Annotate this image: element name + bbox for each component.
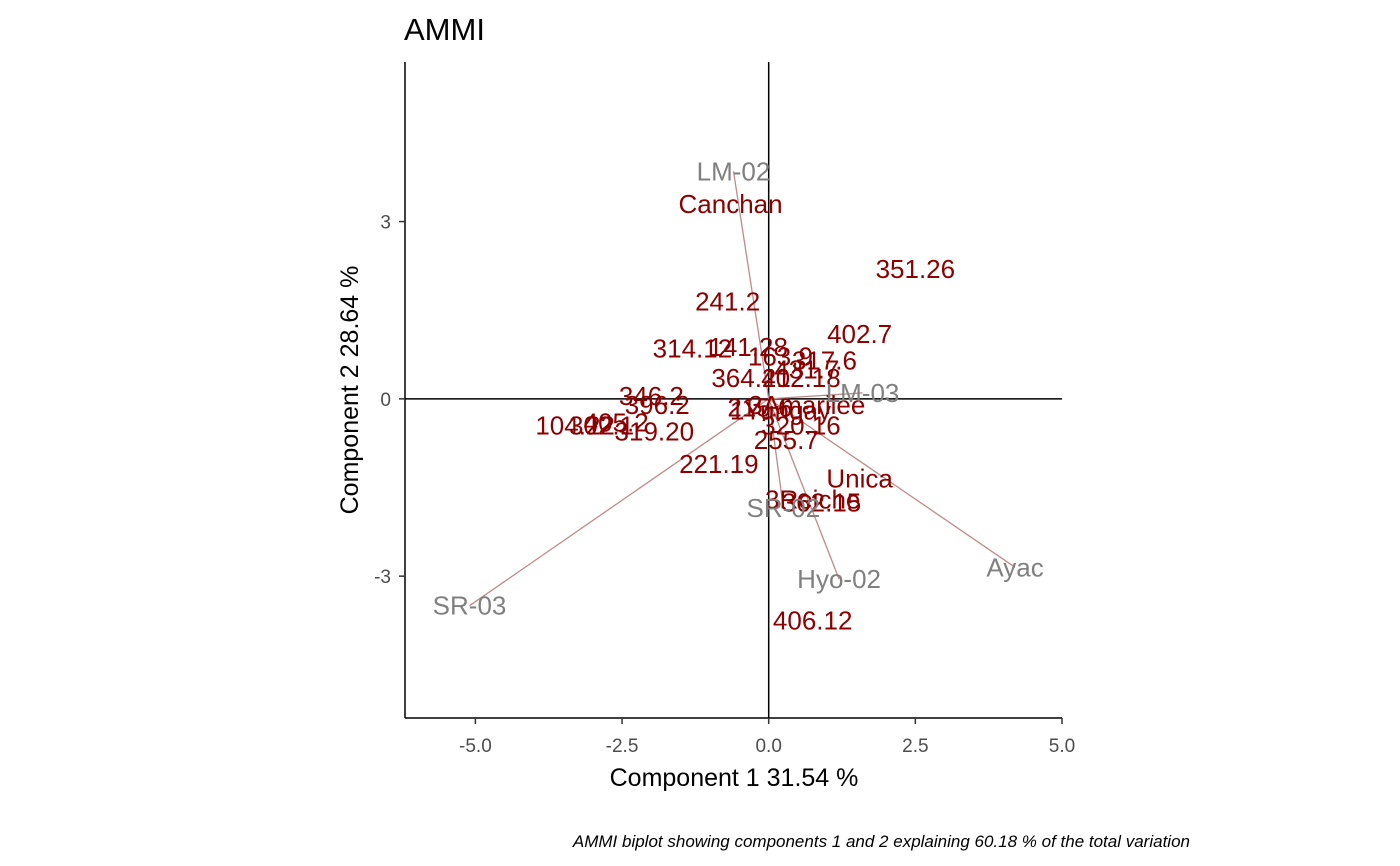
- genotype-label: 302.1: [569, 410, 634, 440]
- environment-vector: [768, 398, 785, 509]
- genotype-label: 317.6: [792, 345, 857, 375]
- genotype-label: 405.2: [584, 408, 649, 438]
- environment-labels: LM-02 LM-03 SR-02 Ayac Hyo-02 SR-03: [433, 156, 1044, 620]
- genotype-label: 215.6: [727, 393, 792, 423]
- x-axis-title: Component 1 31.54 %: [610, 764, 859, 792]
- y-tick-label: -3: [374, 567, 391, 588]
- environment-label: SR-03: [433, 591, 507, 621]
- x-tick-label: 2.5: [902, 736, 928, 757]
- environment-label: LM-02: [697, 156, 771, 186]
- genotype-label: 351.26: [876, 254, 956, 284]
- chart-caption: AMMI biplot showing components 1 and 2 e…: [572, 832, 1190, 851]
- genotype-label: 406.12: [773, 605, 853, 635]
- genotype-label: 402.18: [761, 363, 841, 393]
- genotype-label: 319.20: [615, 416, 695, 446]
- environment-vector: [469, 398, 770, 607]
- genotype-label: 221.19: [679, 449, 759, 479]
- genotype-label: 362.15: [782, 487, 862, 517]
- x-tick-label: 0.0: [755, 736, 781, 757]
- genotype-label: 141.28: [708, 332, 788, 362]
- environment-vector: [768, 398, 1016, 568]
- environment-vector: [768, 398, 840, 580]
- genotype-label: 320.16: [761, 410, 841, 440]
- environment-vectors: [469, 171, 1016, 607]
- genotype-label: 163.9: [748, 341, 813, 371]
- genotype-label: 241.2: [695, 286, 760, 316]
- genotype-label: 3Amarilee: [748, 390, 865, 420]
- x-tick-label: -2.5: [606, 736, 639, 757]
- plot-panel: Canchan 351.26 241.2 402.7 314.12141.28163.9…: [404, 62, 1062, 719]
- genotype-label: 431.7: [774, 354, 839, 384]
- genotype-label: 364.21: [711, 363, 791, 393]
- genotype-labels: Canchan 351.26 241.2 402.7 314.12141.28163.9…: [535, 189, 955, 636]
- environment-label: Ayac: [986, 552, 1043, 582]
- x-tick-label: 5.0: [1049, 736, 1075, 757]
- x-axis-ticks: -5.0 -2.5 0.0 2.5 5.0: [459, 718, 1075, 757]
- environment-label: Hyo-02: [797, 564, 881, 594]
- x-tick-label: -5.0: [459, 736, 492, 757]
- genotype-label: 346.2: [619, 381, 684, 411]
- environment-label: LM-03: [826, 378, 900, 408]
- environment-vector: [732, 171, 770, 399]
- chart-title: AMMI: [404, 12, 485, 47]
- y-axis-title: Component 2 28.64 %: [336, 266, 364, 515]
- genotype-label: Canchan: [679, 189, 783, 219]
- y-tick-label: 0: [380, 390, 391, 411]
- genotype-label: Unica: [826, 464, 893, 494]
- genotype-label: 255.7: [754, 425, 819, 455]
- genotype-label: 402.7: [827, 319, 892, 349]
- environment-vector: [768, 392, 863, 400]
- y-tick-label: 3: [380, 213, 391, 234]
- genotype-label: 396.2: [625, 390, 690, 420]
- genotype-label: 104.22: [535, 410, 615, 440]
- genotype-label: 314.12: [653, 334, 733, 364]
- environment-label: SR-02: [747, 493, 821, 523]
- genotype-label: 1Yungay: [730, 396, 831, 426]
- genotype-label: 3Reiche: [765, 484, 860, 514]
- y-axis-ticks: -3 0 3: [374, 213, 405, 588]
